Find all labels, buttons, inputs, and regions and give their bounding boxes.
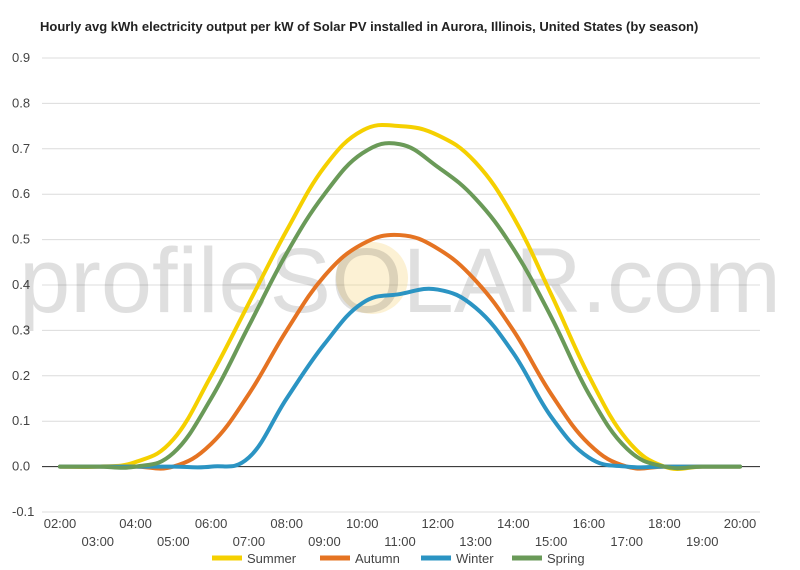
x-tick-label: 15:00 bbox=[535, 534, 568, 549]
x-tick-label: 16:00 bbox=[573, 516, 606, 531]
x-tick-label: 04:00 bbox=[119, 516, 152, 531]
y-tick-label: 0.0 bbox=[12, 459, 30, 474]
x-tick-label: 13:00 bbox=[459, 534, 492, 549]
chart-title: Hourly avg kWh electricity output per kW… bbox=[40, 19, 699, 34]
x-tick-label: 03:00 bbox=[82, 534, 115, 549]
y-tick-label: 0.4 bbox=[12, 277, 30, 292]
watermark-text: profileSOLAR.com bbox=[19, 230, 781, 332]
x-tick-label: 18:00 bbox=[648, 516, 681, 531]
y-tick-label: 0.3 bbox=[12, 322, 30, 337]
y-tick-label: 0.9 bbox=[12, 50, 30, 65]
y-tick-label: 0.8 bbox=[12, 95, 30, 110]
y-tick-label: 0.6 bbox=[12, 186, 30, 201]
x-tick-label: 09:00 bbox=[308, 534, 341, 549]
x-tick-label: 19:00 bbox=[686, 534, 719, 549]
legend-label-winter: Winter bbox=[456, 551, 494, 566]
x-tick-label: 17:00 bbox=[610, 534, 643, 549]
y-tick-label: 0.1 bbox=[12, 413, 30, 428]
series-line-summer bbox=[58, 122, 742, 471]
x-tick-label: 08:00 bbox=[270, 516, 303, 531]
y-tick-label: -0.1 bbox=[12, 504, 34, 519]
legend-label-autumn: Autumn bbox=[355, 551, 400, 566]
x-tick-label: 12:00 bbox=[422, 516, 455, 531]
series-line-spring bbox=[58, 141, 742, 471]
x-tick-label: 07:00 bbox=[233, 534, 266, 549]
x-tick-label: 02:00 bbox=[44, 516, 77, 531]
x-tick-label: 14:00 bbox=[497, 516, 530, 531]
legend-label-summer: Summer bbox=[247, 551, 297, 566]
x-tick-label: 11:00 bbox=[384, 534, 416, 549]
x-tick-label: 06:00 bbox=[195, 516, 228, 531]
x-tick-label: 10:00 bbox=[346, 516, 379, 531]
y-tick-label: 0.5 bbox=[12, 232, 30, 247]
series-line-winter bbox=[58, 286, 742, 470]
y-tick-label: 0.2 bbox=[12, 368, 30, 383]
legend-label-spring: Spring bbox=[547, 551, 585, 566]
x-tick-label: 05:00 bbox=[157, 534, 190, 549]
x-tick-label: 20:00 bbox=[724, 516, 757, 531]
y-tick-label: 0.7 bbox=[12, 141, 30, 156]
